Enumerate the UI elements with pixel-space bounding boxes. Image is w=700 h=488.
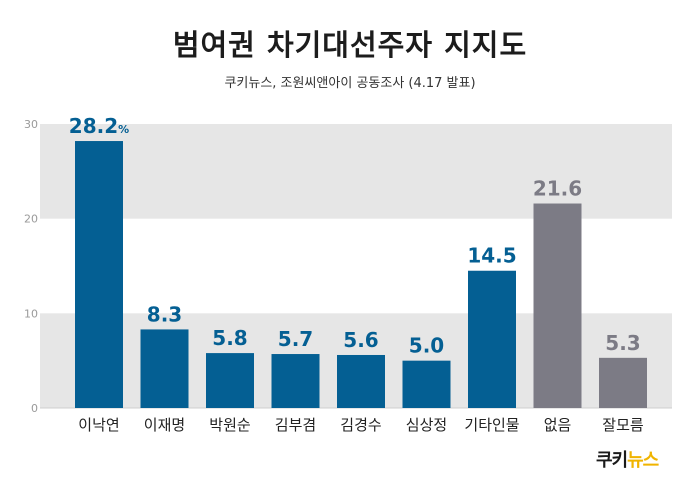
category-label: 이낙연 <box>78 416 119 434</box>
bar-8 <box>533 203 582 408</box>
bar-2 <box>140 329 189 408</box>
value-label: 5.8 <box>212 326 247 350</box>
category-label: 심상정 <box>406 416 447 434</box>
y-tick-label: 30 <box>24 118 38 131</box>
bar-6 <box>402 360 451 408</box>
value-label: 5.7 <box>278 327 313 351</box>
value-label: 5.0 <box>409 334 444 358</box>
value-label: 5.6 <box>343 328 378 352</box>
category-label: 김경수 <box>340 416 381 434</box>
category-label: 잘모름 <box>602 416 644 434</box>
value-label: 14.5 <box>467 244 516 268</box>
category-label: 기타인물 <box>464 416 519 434</box>
value-label: 8.3 <box>147 302 182 326</box>
value-label: 28.2% <box>69 114 129 138</box>
y-tick-label: 0 <box>31 402 38 415</box>
value-label: 5.3 <box>605 331 640 355</box>
value-label: 21.6 <box>533 177 582 201</box>
category-label: 이재명 <box>144 416 185 434</box>
bar-5 <box>337 354 385 408</box>
chart-subtitle: 쿠키뉴스, 조원씨앤아이 공동조사 (4.17 발표) <box>224 76 476 91</box>
category-label: 김부겸 <box>275 416 316 434</box>
chart-title: 범여권 차기대선주자 지지도 <box>172 28 528 62</box>
band-20-30 <box>40 124 672 219</box>
category-label: 없음 <box>544 416 572 434</box>
y-tick-label: 10 <box>24 307 38 320</box>
bar-1 <box>75 141 123 409</box>
bar-3 <box>206 353 254 408</box>
value-unit: % <box>118 123 129 136</box>
logo-accent: 뉴스 <box>627 450 659 471</box>
kuki-news-logo: 쿠키뉴스 <box>596 446 659 472</box>
bar-9 <box>599 357 647 408</box>
y-tick-label: 20 <box>24 213 38 226</box>
bar-4 <box>271 354 320 408</box>
logo-main: 쿠키 <box>596 450 628 471</box>
category-label: 박원순 <box>209 416 251 434</box>
bar-7 <box>468 270 516 408</box>
